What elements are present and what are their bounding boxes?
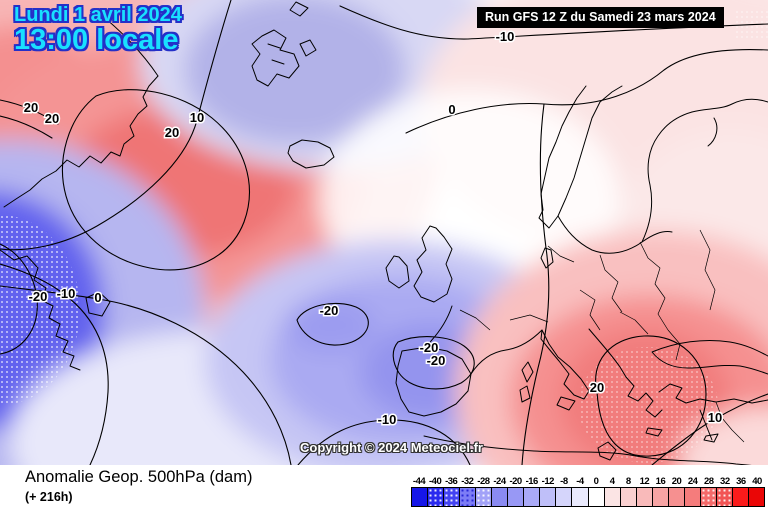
- colorbar-tick-label: -24: [493, 476, 506, 487]
- contour-label: -20: [427, 353, 446, 368]
- colorbar-cell: [748, 488, 765, 506]
- colorbar-cell: [492, 488, 509, 506]
- colorbar-tick-label: 0: [593, 476, 599, 487]
- colorbar-cell: [588, 488, 605, 506]
- colorbar-cell: [572, 488, 589, 506]
- colorbar-cell: [556, 488, 573, 506]
- colorbar-cell: [732, 488, 749, 506]
- contour-label: 20: [24, 100, 38, 115]
- colorbar-tick-label: 28: [703, 476, 714, 487]
- contour-label: 10: [190, 110, 204, 125]
- colorbar-tick-label: -40: [429, 476, 442, 487]
- colorbar-tick-label: 12: [639, 476, 650, 487]
- colorbar-cell: [716, 488, 733, 506]
- contour-label: 0: [94, 290, 101, 305]
- copyright-watermark: Copyright © 2024 Meteociel.fr: [300, 440, 483, 455]
- colorbar-tick-label: 16: [655, 476, 666, 487]
- contour-label: -20: [29, 289, 48, 304]
- colorbar-cell: [460, 488, 477, 506]
- colorbar-tick-label: -8: [560, 476, 568, 487]
- coastlines: [0, 1, 768, 465]
- contour-label: 20: [165, 125, 179, 140]
- colorbar-cell: [700, 488, 717, 506]
- contour-label: -10: [378, 412, 397, 427]
- colorbar-cell: [444, 488, 461, 506]
- colorbar-cell: [668, 488, 685, 506]
- colorbar-cell: [652, 488, 669, 506]
- colorbar-cell: [540, 488, 557, 506]
- colorbar-cell: [508, 488, 525, 506]
- contour-label: 10: [708, 410, 722, 425]
- country-borders: [459, 229, 745, 443]
- colorbar-cell: [412, 488, 429, 506]
- colorbar-tick-label: 8: [625, 476, 631, 487]
- colorbar-cell: [636, 488, 653, 506]
- contour-label: 20: [590, 380, 604, 395]
- colorbar-labels: -44 -40 -36 -32 -28 -24 -20 -16 -12 -8 -4 0 4 8 12 16 20…: [411, 476, 765, 487]
- colorbar-tick-label: -16: [525, 476, 539, 487]
- colorbar-cell: [684, 488, 701, 506]
- colorbar-tick-label: -20: [509, 476, 522, 487]
- colorbar: [411, 487, 765, 507]
- legend-strip: Anomalie Geop. 500hPa (dam) (+ 216h) -44…: [0, 465, 768, 512]
- colorbar-tick-label: 24: [687, 476, 698, 487]
- colorbar-tick-label: 32: [720, 476, 730, 487]
- colorbar-tick-label: 36: [736, 476, 746, 487]
- contour-label: 20: [45, 111, 59, 126]
- colorbar-tick-label: 20: [671, 476, 682, 487]
- colorbar-cell: [620, 488, 637, 506]
- colorbar-tick-label: 4: [609, 476, 615, 487]
- contour-label: -10: [57, 286, 76, 301]
- map-title: Anomalie Geop. 500hPa (dam): [25, 468, 253, 486]
- stipple-texture: [0, 8, 768, 463]
- colorbar-tick-label: -28: [477, 476, 490, 487]
- colorbar-cell: [428, 488, 445, 506]
- colorbar-tick-label: -44: [412, 476, 426, 487]
- contour-label: -20: [320, 303, 339, 318]
- contour-label: -20: [420, 340, 439, 355]
- anomaly-field: [0, 0, 768, 465]
- colorbar-tick-label: -36: [445, 476, 458, 487]
- colorbar-cell: [524, 488, 541, 506]
- colorbar-cell: [604, 488, 621, 506]
- colorbar-tick-label: -4: [576, 476, 584, 487]
- colorbar-tick-label: -12: [541, 476, 555, 487]
- colorbar-tick-label: -32: [461, 476, 474, 487]
- forecast-hour-label: (+ 216h): [25, 490, 73, 504]
- contour-label: 0: [448, 102, 455, 117]
- colorbar-tick-label: 40: [752, 476, 762, 487]
- colorbar-cell: [476, 488, 493, 506]
- run-info-box: Run GFS 12 Z du Samedi 23 mars 2024: [477, 7, 724, 28]
- contour-label: -10: [496, 29, 515, 44]
